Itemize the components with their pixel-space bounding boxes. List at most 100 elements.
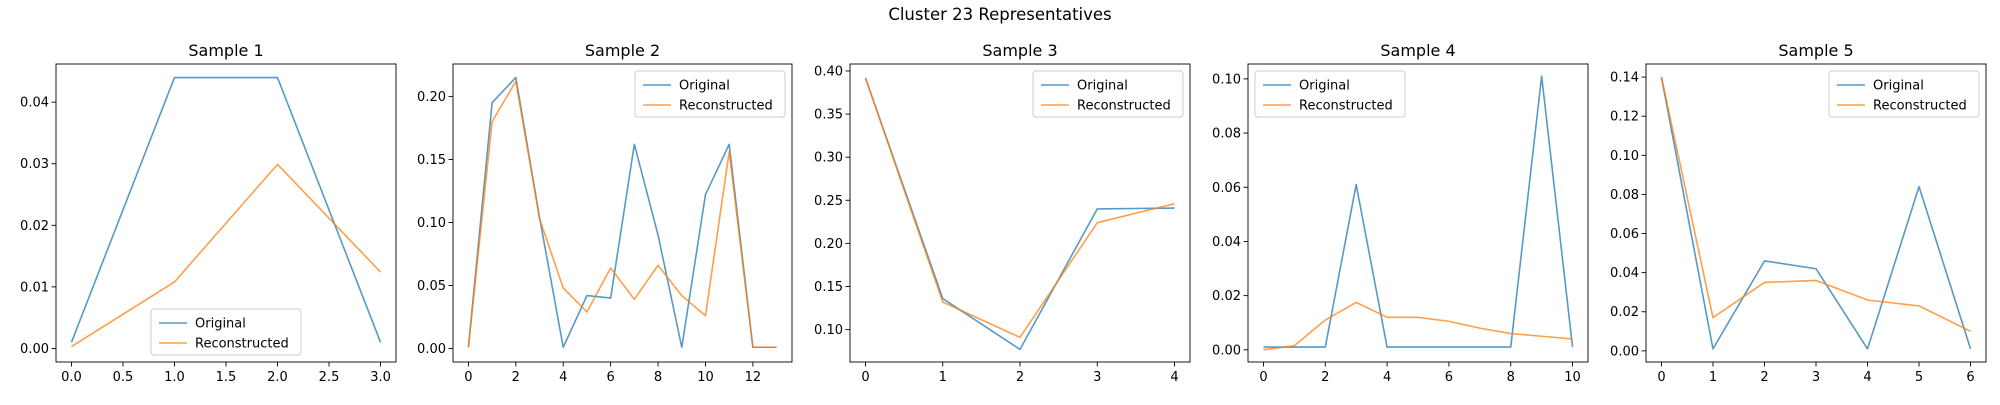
legend: Original Reconstructed — [1254, 70, 1406, 118]
legend-box — [1828, 70, 1980, 118]
y-tick-label: 0.04 — [20, 96, 49, 111]
x-tick-label: 6 — [607, 370, 615, 385]
subplot-title: Sample 3 — [982, 41, 1057, 60]
subplot-5: Sample 5 0 1 2 3 4 5 6 0.00 0.02 0.04 0.06 0.08 0.10 0… — [1610, 41, 1987, 385]
x-tick-label: 0 — [861, 370, 869, 385]
y-tick-label: 0.00 — [20, 342, 49, 357]
x-tick-label: 0.5 — [113, 370, 134, 385]
legend-label-original: Original — [679, 79, 730, 94]
x-tick-label: 2 — [1016, 370, 1024, 385]
legend: Original Reconstructed — [150, 308, 302, 356]
subplot-title: Sample 2 — [585, 41, 660, 60]
series-line-reconstructed — [467, 80, 777, 349]
subplot-title: Sample 4 — [1380, 41, 1455, 60]
legend: Original Reconstructed — [1828, 70, 1980, 118]
legend-label-original: Original — [1077, 79, 1128, 94]
y-tick-label: 0.14 — [1610, 71, 1639, 86]
y-tick-label: 0.03 — [20, 157, 49, 172]
x-tick-label: 0.0 — [61, 370, 82, 385]
y-tick-label: 0.06 — [1610, 227, 1639, 242]
x-tick-label: 5 — [1915, 370, 1923, 385]
x-tick-label: 3 — [1093, 370, 1101, 385]
y-tick-label: 0.10 — [814, 323, 843, 338]
x-tick-label: 6 — [1966, 370, 1974, 385]
subplot-3: Sample 3 0 1 2 3 4 0.10 0.15 0.20 0.25 0.30 0.35 0.4… — [814, 41, 1191, 385]
x-tick-label: 4 — [1863, 370, 1871, 385]
x-tick-label: 4 — [559, 370, 567, 385]
x-tick-label: 8 — [1507, 370, 1515, 385]
legend-label-reconstructed: Reconstructed — [195, 337, 289, 352]
x-tick-label: 3 — [1812, 370, 1820, 385]
x-tick-label: 2 — [512, 370, 520, 385]
legend-label-reconstructed: Reconstructed — [679, 99, 773, 114]
subplot-title: Sample 5 — [1778, 41, 1853, 60]
y-tick-label: 0.20 — [417, 90, 446, 105]
x-tick-label: 1 — [1709, 370, 1717, 385]
legend-label-reconstructed: Reconstructed — [1873, 99, 1967, 114]
legend-label-original: Original — [195, 317, 246, 332]
legend-box — [1254, 70, 1406, 118]
y-tick-label: 0.10 — [1610, 149, 1639, 164]
legend: Original Reconstructed — [634, 70, 786, 118]
series-line-original — [70, 76, 382, 343]
x-tick-label: 10 — [697, 370, 714, 385]
x-tick-label: 10 — [1564, 370, 1581, 385]
legend-label-reconstructed: Reconstructed — [1299, 99, 1393, 114]
x-tick-label: 1 — [939, 370, 947, 385]
x-tick-label: 8 — [654, 370, 662, 385]
subplot-4: Sample 4 0 2 4 6 8 10 0.00 0.02 0.04 0.06 0.08 0.10 O… — [1212, 41, 1589, 385]
series-line-reconstructed — [864, 77, 1175, 339]
y-tick-label: 0.12 — [1610, 110, 1639, 125]
legend-label-original: Original — [1873, 79, 1924, 94]
figure-suptitle: Cluster 23 Representatives — [888, 5, 1111, 24]
y-tick-label: 0.00 — [417, 342, 446, 357]
y-tick-label: 0.05 — [417, 279, 446, 294]
y-tick-label: 0.25 — [814, 194, 843, 209]
x-tick-label: 2.5 — [319, 370, 340, 385]
y-tick-label: 0.08 — [1212, 127, 1241, 142]
legend: Original Reconstructed — [1032, 70, 1184, 118]
series-line-reconstructed — [1263, 301, 1573, 351]
axes-frame — [1247, 63, 1589, 363]
x-tick-label: 1.5 — [216, 370, 237, 385]
y-tick-label: 0.00 — [1212, 343, 1241, 358]
series-line-original — [1263, 75, 1574, 348]
y-tick-label: 0.00 — [1610, 344, 1639, 359]
y-tick-label: 0.08 — [1610, 188, 1639, 203]
x-tick-label: 2 — [1321, 370, 1329, 385]
legend-box — [634, 70, 786, 118]
y-tick-label: 0.30 — [814, 151, 843, 166]
x-tick-label: 2.0 — [267, 370, 288, 385]
legend-box — [150, 308, 302, 356]
subplot-title: Sample 1 — [188, 41, 263, 60]
axes-frame — [452, 63, 793, 363]
y-tick-label: 0.04 — [1610, 266, 1639, 281]
x-tick-label: 0 — [464, 370, 472, 385]
legend-label-reconstructed: Reconstructed — [1077, 99, 1171, 114]
subplot-1: Sample 1 0.0 0.5 1.0 1.5 2.0 2.5 3.0 0.00 0.01 0.0… — [20, 41, 397, 385]
y-tick-label: 0.10 — [1212, 72, 1241, 87]
y-tick-label: 0.35 — [814, 108, 843, 123]
legend-label-original: Original — [1299, 79, 1350, 94]
x-tick-label: 4 — [1383, 370, 1391, 385]
series-line-original — [1660, 76, 1972, 350]
subplot-2: Sample 2 0 2 4 6 8 10 12 0.00 0.05 0.10 0.15 0.20 Ori… — [417, 41, 793, 385]
y-tick-label: 0.06 — [1212, 181, 1241, 196]
series-line-reconstructed — [1660, 76, 1971, 333]
x-tick-label: 2 — [1760, 370, 1768, 385]
y-tick-label: 0.40 — [814, 64, 843, 79]
y-tick-label: 0.04 — [1212, 235, 1241, 250]
y-tick-label: 0.15 — [417, 153, 446, 168]
x-tick-label: 1.0 — [164, 370, 185, 385]
y-tick-label: 0.02 — [1212, 289, 1241, 304]
y-tick-label: 0.20 — [814, 237, 843, 252]
y-tick-label: 0.10 — [417, 216, 446, 231]
x-tick-label: 3.0 — [370, 370, 391, 385]
series-line-reconstructed — [71, 163, 382, 348]
x-tick-label: 0 — [1259, 370, 1267, 385]
x-tick-label: 6 — [1445, 370, 1453, 385]
legend-box — [1032, 70, 1184, 118]
y-tick-label: 0.02 — [1610, 305, 1639, 320]
